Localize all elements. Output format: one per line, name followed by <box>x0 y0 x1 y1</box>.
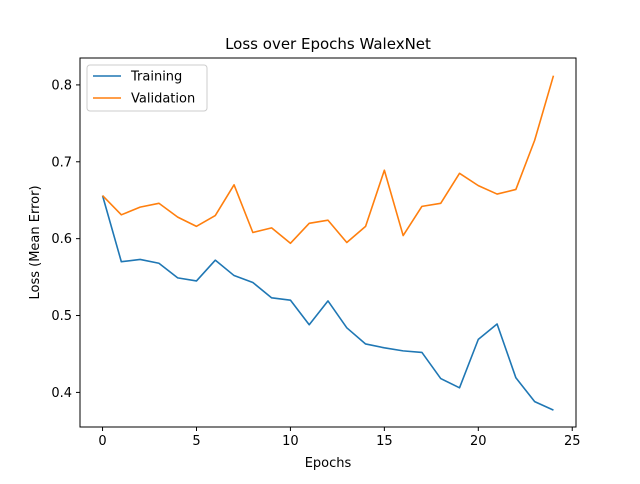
y-tick-label: 0.4 <box>51 386 72 401</box>
y-axis-label: Loss (Mean Error) <box>28 185 43 299</box>
y-tick-label: 0.7 <box>51 155 72 170</box>
x-tick-label: 25 <box>564 434 581 449</box>
y-tick-label: 0.6 <box>51 232 72 247</box>
x-tick-label: 10 <box>282 434 299 449</box>
legend-label-validation: Validation <box>131 92 195 107</box>
y-tick-label: 0.8 <box>51 78 72 93</box>
x-tick-label: 0 <box>98 434 106 449</box>
legend: Training Validation <box>87 65 207 111</box>
x-tick-label: 5 <box>192 434 200 449</box>
plot-area <box>80 58 576 427</box>
x-tick-label: 15 <box>376 434 393 449</box>
legend-label-training: Training <box>130 70 182 85</box>
chart-title: Loss over Epochs WalexNet <box>225 35 431 53</box>
x-axis-label: Epochs <box>305 456 352 471</box>
y-tick-label: 0.5 <box>51 309 72 324</box>
x-tick-label: 20 <box>470 434 487 449</box>
